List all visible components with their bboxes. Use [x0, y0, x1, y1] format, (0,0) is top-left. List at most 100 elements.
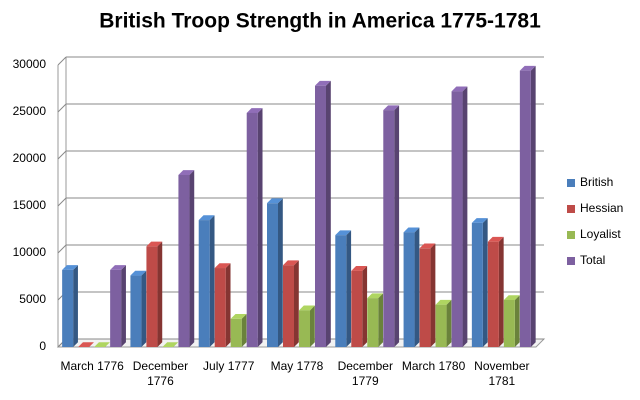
x-tick-label: December 1776 — [132, 359, 189, 388]
bar-side — [73, 265, 78, 347]
bar-side — [310, 305, 315, 347]
bar — [419, 248, 431, 347]
x-tick-label: December 1779 — [337, 359, 393, 388]
y-tick-label: 15000 — [13, 198, 47, 212]
bar-side — [209, 215, 215, 347]
bar — [267, 203, 278, 347]
bar-top — [367, 293, 384, 299]
bar-top — [315, 80, 331, 86]
bar-side — [482, 218, 488, 347]
bar-side — [462, 86, 468, 348]
bar — [230, 318, 242, 347]
y-tick-label: 0 — [39, 339, 46, 353]
bar — [62, 269, 74, 347]
bar-side — [362, 266, 368, 347]
legend-label: Total — [580, 253, 605, 267]
bar — [283, 265, 294, 347]
bar-side — [257, 108, 263, 347]
bar — [503, 300, 515, 347]
bar-top — [335, 230, 352, 236]
x-tick-label: July 1777 — [203, 359, 255, 373]
bar-top — [471, 218, 488, 223]
bar-side — [225, 263, 231, 347]
bar-top — [178, 170, 195, 175]
bar — [435, 304, 447, 347]
bar-side — [294, 260, 299, 347]
bar-top — [110, 265, 126, 270]
grid-diag — [57, 103, 67, 113]
bar-side — [498, 236, 504, 347]
bar — [315, 85, 326, 348]
bar-side — [530, 65, 536, 347]
bar — [351, 270, 363, 347]
bar-top — [283, 260, 299, 266]
grid-diag — [57, 244, 67, 254]
x-tick-label: March 1776 — [60, 359, 124, 373]
bar-side — [378, 293, 384, 347]
bar-side — [189, 170, 195, 347]
chart-title: British Troop Strength in America 1775-1… — [99, 10, 541, 33]
bar-top — [383, 105, 400, 111]
bar-side — [394, 105, 400, 347]
grid-diag — [57, 197, 67, 207]
grid-diag — [57, 150, 67, 160]
bar — [471, 222, 483, 347]
bar-top — [487, 236, 504, 242]
bar — [110, 269, 122, 347]
bar-side — [241, 314, 247, 347]
bar-side — [414, 227, 420, 347]
bar-top — [162, 342, 179, 347]
bar-side — [430, 243, 436, 347]
bar-top — [198, 215, 215, 221]
y-tick-label: 10000 — [13, 245, 47, 259]
y-tick-label: 20000 — [13, 151, 47, 165]
bar — [403, 232, 415, 347]
y-tick-label: 25000 — [13, 104, 47, 118]
bar — [246, 112, 258, 347]
bar-top — [503, 295, 520, 300]
legend-swatch — [567, 179, 575, 187]
bar — [383, 110, 395, 348]
y-tick-label: 5000 — [19, 292, 46, 306]
legend-label: Loyalist — [580, 227, 621, 241]
bar-top — [451, 86, 468, 92]
bar — [519, 70, 531, 347]
bar — [146, 246, 158, 347]
legend-label: Hessian — [580, 201, 623, 215]
bar — [299, 310, 310, 347]
x-tick-label: November 1781 — [474, 359, 530, 388]
bar-top — [130, 270, 147, 276]
bar — [214, 268, 226, 347]
x-tick-label: May 1778 — [270, 359, 324, 373]
bar — [367, 298, 379, 347]
bar — [130, 275, 142, 347]
bar-side — [141, 270, 147, 347]
bar — [451, 91, 463, 347]
bar-top — [403, 227, 420, 233]
bar-side — [157, 241, 163, 347]
bar — [178, 174, 190, 347]
bar-side — [278, 198, 283, 347]
bar — [198, 220, 210, 347]
bar-top — [519, 65, 536, 71]
x-tick-label: March 1780 — [401, 359, 466, 373]
bar-top — [62, 265, 78, 270]
bar-top — [419, 243, 436, 249]
bar — [487, 241, 499, 347]
bar-top — [246, 108, 263, 113]
bar-top — [214, 263, 231, 269]
bar-side — [514, 295, 520, 347]
y-tick-label: 30000 — [13, 57, 47, 71]
bar-top — [94, 342, 110, 347]
bar-top — [299, 305, 315, 311]
legend-label: British — [580, 175, 613, 189]
bar-side — [446, 299, 452, 347]
legend-swatch — [567, 231, 575, 239]
bar-top — [230, 314, 247, 319]
bar-side — [121, 265, 126, 347]
legend-swatch — [567, 257, 575, 265]
grid-diag — [57, 56, 67, 66]
bar-side — [326, 80, 331, 347]
